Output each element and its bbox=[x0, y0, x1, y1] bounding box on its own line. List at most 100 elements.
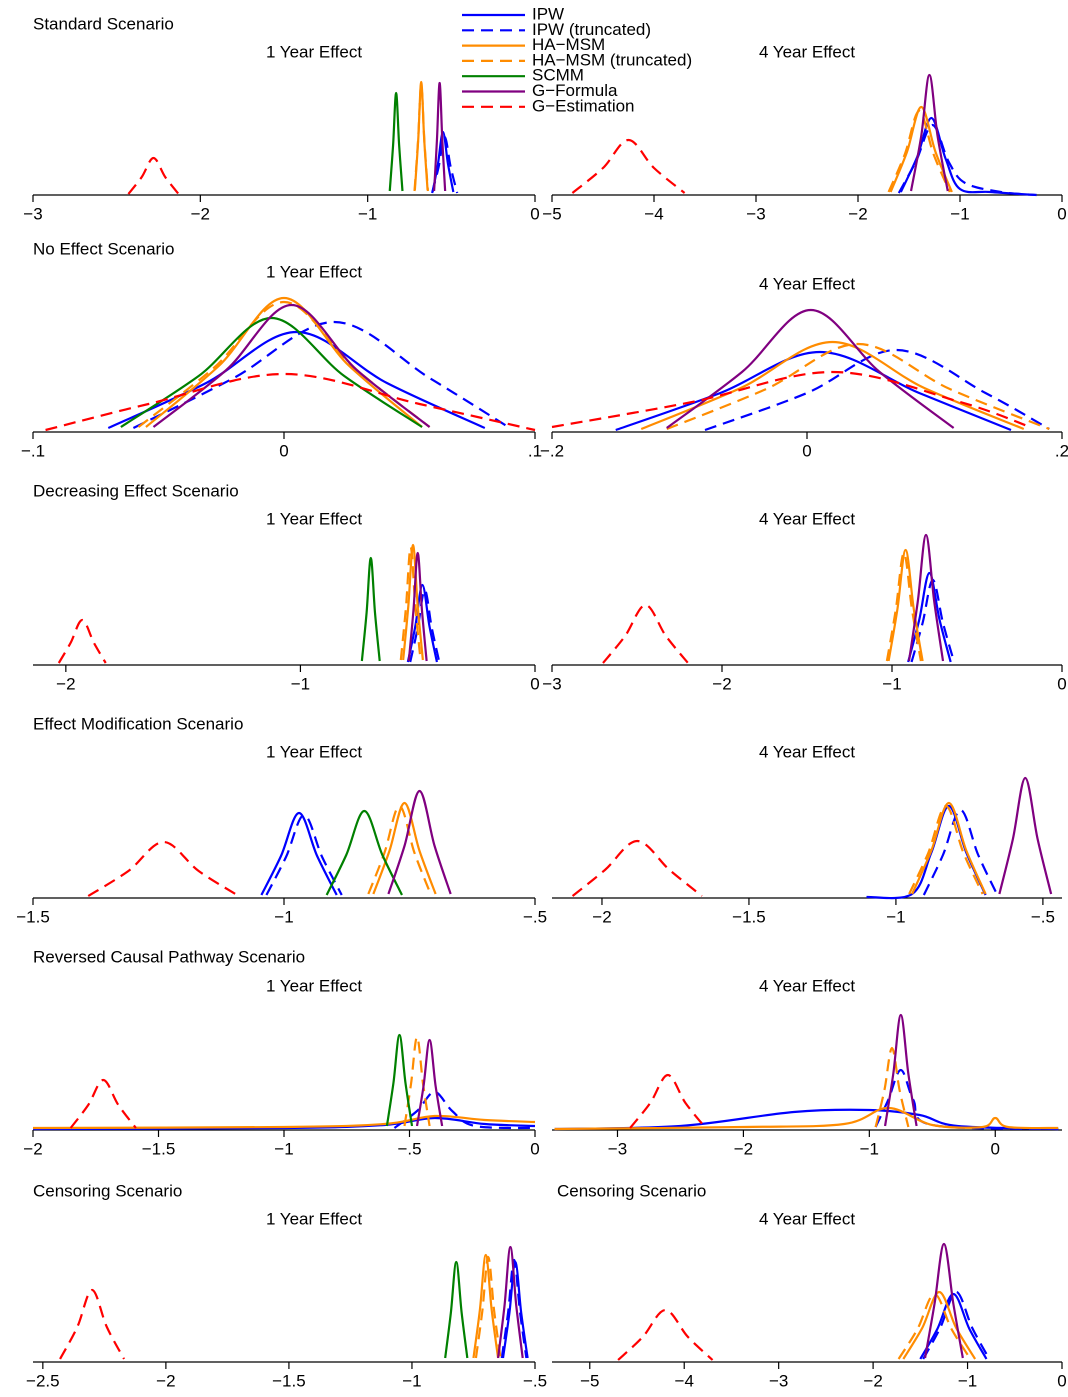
legend-label: SCMM bbox=[532, 66, 584, 85]
density-curve bbox=[45, 372, 536, 432]
x-tick-label: −2 bbox=[734, 1139, 753, 1158]
scenario-title: Reversed Causal Pathway Scenario bbox=[33, 947, 305, 966]
x-tick-label: −3 bbox=[769, 1371, 788, 1390]
panel-title: 4 Year Effect bbox=[759, 509, 855, 528]
x-tick-label: −2 bbox=[23, 1139, 42, 1158]
density-curve bbox=[640, 340, 1025, 431]
x-tick-label: −.5 bbox=[397, 1139, 421, 1158]
density-curve bbox=[554, 1106, 1059, 1131]
density-curve bbox=[887, 548, 924, 662]
x-tick-label: −1 bbox=[886, 907, 905, 926]
panel-title: 4 Year Effect bbox=[759, 742, 855, 761]
density-curve bbox=[496, 1245, 524, 1359]
density-curve bbox=[897, 123, 1037, 197]
x-tick-label: −2 bbox=[592, 907, 611, 926]
density-curve bbox=[385, 1033, 414, 1127]
panel-title: 1 Year Effect bbox=[266, 742, 362, 761]
x-tick-label: −.5 bbox=[523, 907, 547, 926]
x-tick-label: −4 bbox=[644, 204, 663, 223]
panel-title: 1 Year Effect bbox=[266, 509, 362, 528]
panel-title: 1 Year Effect bbox=[266, 42, 362, 61]
panel-title: 1 Year Effect bbox=[266, 1209, 362, 1228]
density-curve bbox=[152, 303, 431, 428]
x-tick-label: −1.5 bbox=[272, 1371, 306, 1390]
density-curve bbox=[554, 1108, 1059, 1131]
x-tick-label: −1 bbox=[950, 204, 969, 223]
legend-label: HA−MSM (truncated) bbox=[532, 50, 692, 69]
x-tick-label: −2 bbox=[712, 674, 731, 693]
density-curve bbox=[69, 1078, 137, 1129]
density-curve bbox=[57, 618, 107, 664]
x-tick-label: −3 bbox=[746, 204, 765, 223]
density-curve bbox=[145, 296, 423, 428]
density-curve bbox=[889, 105, 953, 193]
scenario-title: Effect Modification Scenario bbox=[33, 714, 243, 733]
density-curve bbox=[615, 350, 1012, 432]
density-curve bbox=[59, 1288, 126, 1360]
scenario-title: Decreasing Effect Scenario bbox=[33, 481, 239, 500]
x-tick-label: 0 bbox=[1057, 674, 1066, 693]
density-curve bbox=[617, 1308, 714, 1361]
density-curve bbox=[409, 588, 441, 663]
x-tick-label: 0 bbox=[991, 1139, 1000, 1158]
density-curve bbox=[372, 801, 437, 895]
density-curve bbox=[474, 1255, 502, 1359]
density-curve bbox=[908, 804, 984, 895]
density-curve bbox=[360, 556, 381, 662]
x-tick-label: −3 bbox=[542, 674, 561, 693]
x-tick-label: 0 bbox=[1057, 204, 1066, 223]
density-curve bbox=[413, 83, 430, 192]
x-tick-label: −1.5 bbox=[732, 907, 766, 926]
density-curve bbox=[919, 1292, 988, 1360]
x-tick-label: −2 bbox=[863, 1371, 882, 1390]
x-tick-label: −2 bbox=[848, 204, 867, 223]
x-tick-label: −4 bbox=[675, 1371, 694, 1390]
density-curve bbox=[107, 330, 486, 429]
scenario-title: Censoring Scenario bbox=[557, 1181, 706, 1200]
x-tick-label: 0 bbox=[802, 441, 811, 460]
x-tick-label: −2 bbox=[56, 674, 75, 693]
x-tick-label: −1.5 bbox=[16, 907, 50, 926]
x-tick-label: 0 bbox=[279, 441, 288, 460]
density-curve bbox=[902, 1290, 977, 1360]
panel-title: 1 Year Effect bbox=[266, 262, 362, 281]
density-curve bbox=[704, 348, 1050, 432]
panel-title: 4 Year Effect bbox=[759, 42, 855, 61]
density-curve bbox=[472, 1253, 500, 1359]
density-curve bbox=[887, 109, 951, 193]
x-tick-label: −1 bbox=[958, 1371, 977, 1390]
density-curve bbox=[132, 320, 511, 429]
x-tick-label: .2 bbox=[1055, 441, 1068, 460]
density-curve bbox=[571, 138, 686, 194]
x-tick-label: −2.5 bbox=[26, 1371, 60, 1390]
density-curve bbox=[431, 135, 459, 194]
x-tick-label: 0 bbox=[530, 1139, 539, 1158]
density-curve bbox=[260, 811, 338, 896]
x-tick-label: −1 bbox=[358, 204, 377, 223]
density-curve bbox=[367, 804, 432, 895]
density-curve bbox=[883, 1013, 918, 1127]
x-tick-label: −1 bbox=[860, 1139, 879, 1158]
density-curve bbox=[87, 840, 240, 897]
legend-label: G−Formula bbox=[532, 81, 618, 100]
density-curve bbox=[897, 1292, 972, 1360]
density-curve bbox=[325, 809, 403, 896]
scenario-title: Standard Scenario bbox=[33, 14, 174, 33]
scenario-title: No Effect Scenario bbox=[33, 239, 174, 258]
density-curve bbox=[387, 789, 452, 895]
density-curve bbox=[907, 533, 945, 662]
density-curve bbox=[922, 808, 999, 896]
density-curve bbox=[571, 839, 703, 897]
density-curve bbox=[399, 545, 422, 661]
legend-label: HA−MSM bbox=[532, 35, 605, 54]
density-curve bbox=[415, 1038, 444, 1127]
scenario-title: Censoring Scenario bbox=[33, 1181, 182, 1200]
panel-title: 4 Year Effect bbox=[759, 274, 855, 293]
density-curve bbox=[432, 81, 447, 192]
x-tick-label: −1 bbox=[402, 1371, 421, 1390]
x-tick-label: −3 bbox=[608, 1139, 627, 1158]
x-tick-label: −2 bbox=[191, 204, 210, 223]
density-curve bbox=[909, 73, 949, 192]
x-tick-label: −1 bbox=[882, 674, 901, 693]
